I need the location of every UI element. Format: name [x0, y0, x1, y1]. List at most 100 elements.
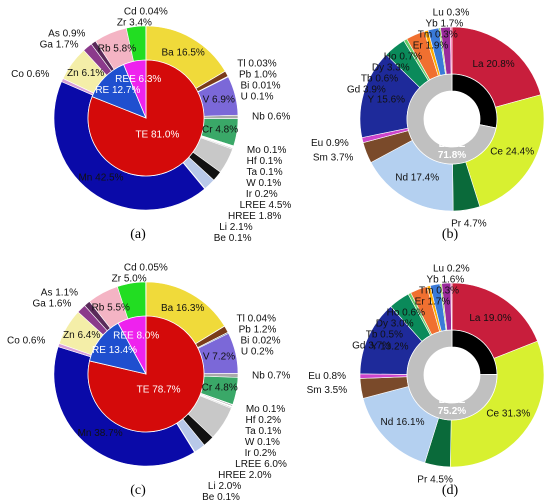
outer-label-co: Co 0.6% [11, 69, 49, 80]
outer-label-w: W 0.1% [246, 178, 281, 189]
outer-label-ce: Ce 24.4% [490, 146, 534, 157]
outer-label-dy: Dy 3.0% [376, 319, 414, 330]
caption-c: (c) [130, 483, 146, 498]
pie-chart-a: TE 81.0% RE 12.7%REE 6.3% Ba 16.5% V 6.9% Cr… [11, 7, 291, 245]
outer-label-lree: LREE 4.5% [240, 200, 292, 211]
outer-label-mn: Mn 38.7% [78, 428, 123, 439]
outer-label-tb: Tb 0.5% [366, 330, 403, 341]
outer-label-li: Li 2.1% [219, 222, 252, 233]
outer-label-yb: Yb 1.7% [425, 19, 463, 30]
outer-label-u: U 0.2% [241, 346, 274, 357]
inner-label-te: TE 81.0% [135, 129, 179, 140]
caption-b: (b) [442, 227, 459, 242]
outer-label-cr: Cr 4.8% [202, 383, 238, 394]
inner-label-hree: HREE 28.2% [438, 99, 466, 121]
donut-hole [424, 347, 480, 403]
outer-label-lree: LREE 6.0% [235, 459, 287, 470]
outer-label-la: La 19.0% [469, 313, 511, 324]
outer-label-co: Co 0.6% [7, 335, 45, 346]
outer-label-sm: Sm 3.5% [307, 385, 348, 396]
outer-label-rb: Rb 5.5% [92, 302, 130, 313]
outer-label-as: As 1.1% [41, 287, 78, 298]
outer-label-hf: Hf 0.2% [246, 415, 282, 426]
outer-label-nd: Nd 17.4% [395, 173, 439, 184]
outer-label-sm: Sm 3.7% [313, 153, 354, 164]
outer-label-eu: Eu 0.9% [311, 138, 349, 149]
outer-label-gd: Gd 3.9% [347, 85, 386, 96]
outer-label-zr: Zr 3.4% [117, 18, 152, 29]
pie-chart-b: HREE 28.2% LREE 71.8% La 20.8% Ce 24.4% Nd 17.… [311, 8, 545, 229]
outer-label-y: Y 13.2% [371, 341, 409, 352]
inner-label-ree: REE 8.0% [113, 330, 159, 341]
inner-label-ree: REE 6.3% [115, 74, 161, 85]
outer-label-lu: Lu 0.3% [433, 8, 470, 19]
outer-label-mo: Mo 0.1% [246, 404, 286, 415]
outer-label-ba: Ba 16.5% [161, 47, 204, 58]
outer-label-v: V 6.9% [203, 94, 235, 105]
outer-label-zr: Zr 5.0% [112, 274, 147, 285]
outer-label-gd: Gd 3.7% [352, 341, 391, 352]
outer-label-ir: Ir 0.2% [245, 448, 277, 459]
caption-d: (d) [442, 483, 459, 498]
outer-label-pr: Pr 4.7% [451, 218, 487, 229]
outer-label-zn: Zn 6.4% [63, 330, 100, 341]
outer-label-ba: Ba 16.3% [161, 303, 204, 314]
outer-label-eu: Eu 0.8% [308, 371, 346, 382]
outer-label-nd: Nd 16.1% [381, 417, 425, 428]
outer-label-pb: Pb 1.2% [239, 324, 277, 335]
outer-label-cr: Cr 4.8% [202, 124, 238, 135]
outer-label-tm: Tm 0.3% [419, 286, 459, 297]
outer-label-tl: Tl 0.03% [237, 59, 277, 70]
donut-hole [424, 91, 480, 147]
inner-label-lree: LREE 71.8% [438, 139, 466, 161]
outer-label-lu: Lu 0.2% [433, 264, 470, 275]
outer-label-pb: Pb 1.0% [239, 70, 277, 81]
outer-label-cd: Cd 0.05% [124, 263, 168, 274]
outer-label-ho: Ho 0.6% [387, 308, 425, 319]
outer-label-v: V 7.2% [203, 351, 235, 362]
inner-slice-ree [123, 59, 147, 119]
outer-label-hree: HREE 1.8% [228, 211, 281, 222]
outer-label-tl: Tl 0.04% [237, 313, 277, 324]
pie-chart-d: HREE 24.8% LREE 75.2% La 19.0% Ce 31.3% Nd 16.… [307, 264, 545, 485]
outer-label-cd: Cd 0.04% [124, 7, 168, 18]
outer-label-bi: Bi 0.02% [240, 335, 280, 346]
outer-label-ta: Ta 0.1% [246, 167, 282, 178]
outer-label-y: Y 15.6% [367, 94, 405, 105]
outer-label-pr: Pr 4.5% [417, 474, 453, 485]
outer-label-li: Li 2.0% [208, 481, 241, 492]
outer-label-ce: Ce 31.3% [486, 409, 530, 420]
outer-label-as: As 0.9% [48, 29, 85, 40]
outer-label-hf: Hf 0.1% [247, 156, 283, 167]
outer-label-tb: Tb 0.6% [361, 74, 398, 85]
outer-label-tm: Tm 0.3% [418, 30, 458, 41]
outer-label-mn: Mn 42.5% [78, 173, 123, 184]
outer-label-dy: Dy 3.3% [372, 63, 410, 74]
outer-label-nb: Nb 0.7% [252, 370, 290, 381]
outer-label-bi: Bi 0.01% [241, 81, 281, 92]
outer-label-er: Er 1.9% [413, 41, 449, 52]
outer-label-ga: Ga 1.7% [40, 40, 79, 51]
inner-label-re: RE 13.4% [92, 345, 137, 356]
outer-label-mo: Mo 0.1% [247, 145, 287, 156]
outer-label-ho: Ho 0.7% [384, 52, 422, 63]
outer-label-ir: Ir 0.2% [246, 189, 278, 200]
inner-slice-ree [117, 315, 147, 375]
outer-label-be: Be 0.1% [202, 492, 240, 503]
outer-label-yb: Yb 1.6% [426, 275, 464, 286]
inner-label-hree: HREE 24.8% [438, 355, 466, 377]
outer-label-w: W 0.1% [245, 437, 280, 448]
outer-label-la: La 20.8% [472, 59, 514, 70]
inner-label-te: TE 78.7% [137, 385, 181, 396]
outer-label-nb: Nb 0.6% [252, 111, 290, 122]
outer-label-ta: Ta 0.1% [245, 426, 281, 437]
inner-slice-te [87, 315, 205, 433]
inner-label-re: RE 12.7% [95, 85, 140, 96]
outer-label-u: U 0.1% [241, 92, 274, 103]
outer-label-hree: HREE 2.0% [218, 470, 271, 481]
outer-label-ga: Ga 1.6% [32, 298, 71, 309]
outer-label-rb: Rb 5.8% [98, 44, 136, 55]
outer-label-er: Er 1.7% [415, 297, 451, 308]
caption-a: (a) [130, 227, 146, 242]
